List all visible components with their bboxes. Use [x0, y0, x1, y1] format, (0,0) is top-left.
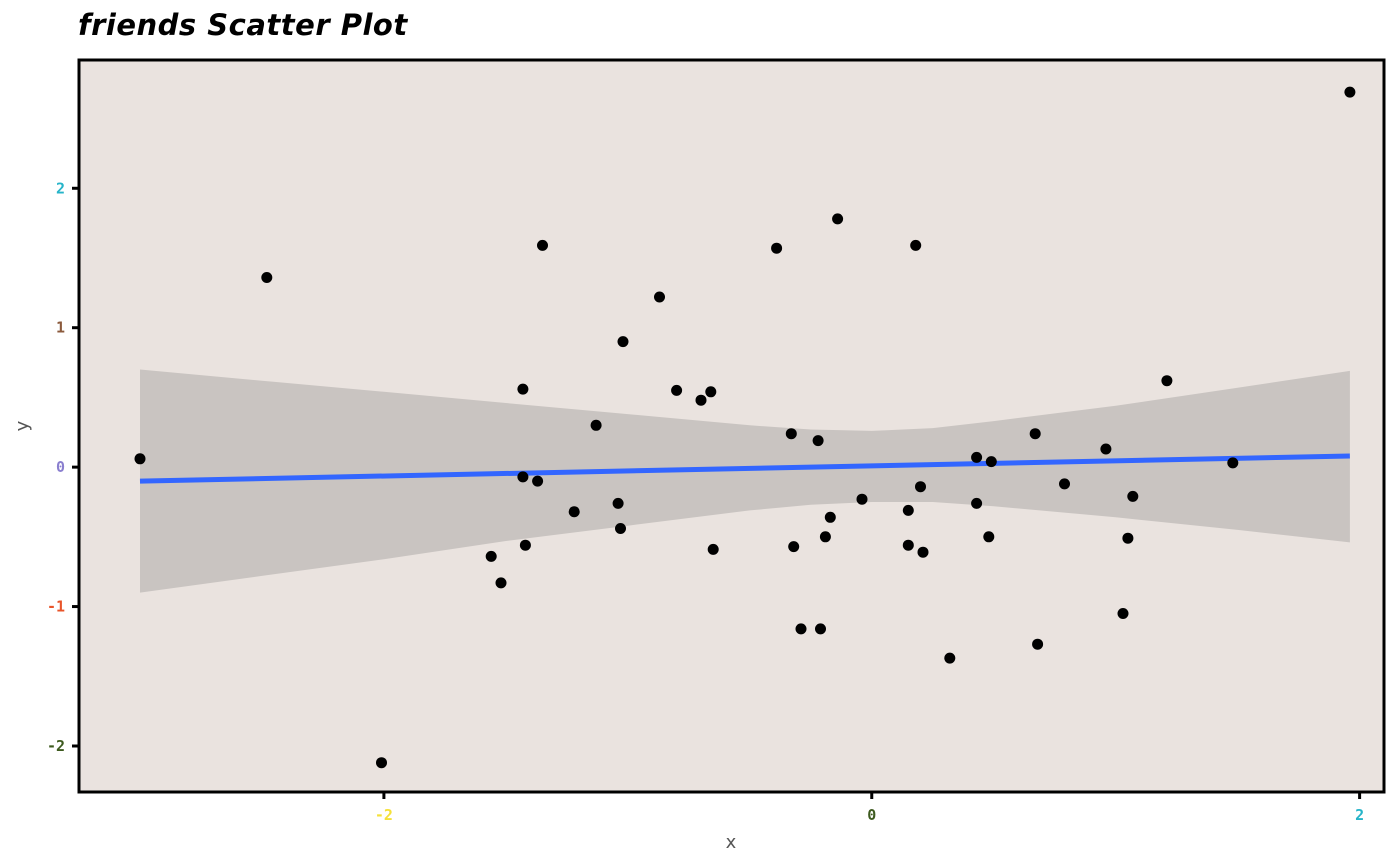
data-point [612, 497, 624, 509]
y-tick-label: -1 [47, 598, 65, 616]
data-point [785, 428, 797, 440]
data-point [1227, 457, 1239, 469]
data-point [1127, 490, 1139, 502]
data-point [615, 523, 626, 534]
data-point [695, 394, 707, 406]
x-axis: -2 0 2 [375, 792, 1364, 824]
data-point [971, 497, 983, 509]
data-point [815, 623, 826, 635]
data-point [771, 242, 783, 254]
data-point [517, 383, 529, 395]
data-point [532, 475, 544, 487]
data-point [485, 550, 497, 562]
data-point [1117, 608, 1129, 619]
data-point [705, 386, 717, 398]
data-point [654, 291, 665, 303]
data-point [707, 543, 719, 555]
data-point [376, 757, 387, 769]
data-point [824, 511, 836, 523]
data-point [910, 239, 922, 251]
data-point [495, 577, 507, 589]
data-point [1122, 532, 1134, 544]
data-point [856, 493, 868, 505]
data-point [537, 239, 548, 251]
confidence-band-layer [140, 369, 1350, 593]
confidence-band [140, 369, 1350, 593]
data-point [1344, 86, 1356, 98]
data-point [985, 456, 997, 468]
x-tick-label: -2 [375, 806, 393, 824]
trend-line [139, 453, 1350, 484]
data-point [917, 546, 929, 558]
data-point [971, 451, 983, 463]
x-tick-label: 0 [867, 806, 876, 824]
data-point [517, 471, 529, 483]
data-point [983, 531, 995, 543]
data-points-layer [134, 86, 1356, 769]
data-point [1032, 638, 1044, 650]
data-point [902, 504, 914, 516]
data-point [795, 623, 807, 635]
data-point [1029, 428, 1041, 440]
data-point [617, 336, 629, 348]
data-point [519, 539, 531, 551]
chart-title: friends Scatter Plot [78, 8, 408, 42]
data-point [915, 481, 926, 493]
data-point [1161, 375, 1173, 387]
data-point [590, 419, 602, 431]
data-point [902, 539, 914, 551]
data-point [1100, 443, 1112, 455]
data-point [819, 531, 831, 543]
data-point [568, 506, 580, 518]
y-axis-title: y [12, 420, 33, 431]
y-axis: -2 -1 0 1 2 [47, 179, 79, 755]
data-point [134, 453, 146, 465]
y-tick-label: 2 [56, 179, 65, 197]
data-point [671, 384, 683, 396]
data-point [1059, 478, 1070, 490]
trend-line-layer [139, 453, 1350, 484]
x-tick-label: 2 [1355, 806, 1364, 824]
y-tick-label: 0 [56, 458, 65, 476]
y-tick-label: 1 [56, 319, 65, 337]
y-tick-label: -2 [47, 737, 65, 755]
x-axis-title: x [726, 832, 737, 853]
data-point [261, 272, 273, 283]
data-point [832, 213, 844, 225]
data-point [812, 435, 824, 447]
data-point [944, 652, 956, 664]
data-point [788, 541, 800, 553]
